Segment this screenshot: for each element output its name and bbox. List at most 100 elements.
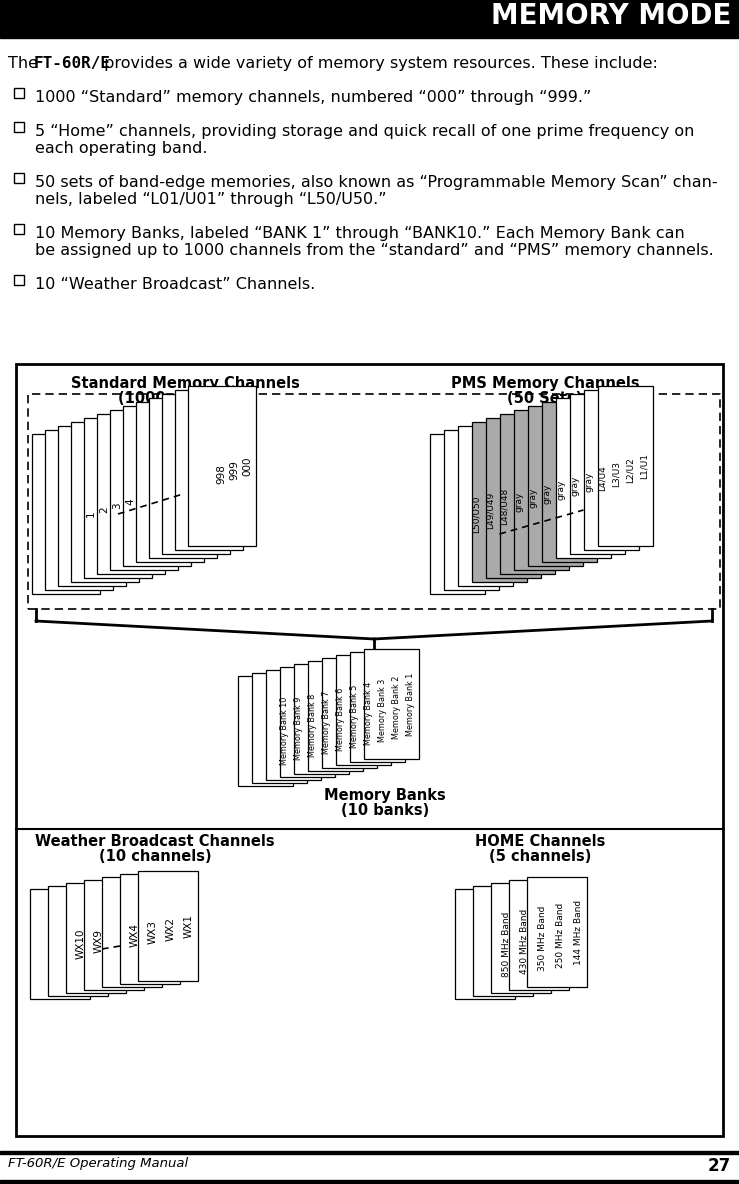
- Bar: [238, 676, 293, 786]
- Text: L3/U3: L3/U3: [612, 461, 621, 487]
- Bar: [280, 667, 335, 777]
- Text: gray: gray: [514, 491, 523, 513]
- Text: gray: gray: [542, 484, 551, 504]
- Text: WX2: WX2: [166, 916, 176, 941]
- Text: 999: 999: [229, 461, 239, 480]
- Bar: [14, 275, 24, 285]
- Text: Memory Bank 9: Memory Bank 9: [294, 696, 303, 760]
- Bar: [102, 877, 162, 987]
- Bar: [16, 363, 723, 1135]
- Bar: [472, 422, 527, 583]
- Text: provides a wide variety of memory system resources. These include:: provides a wide variety of memory system…: [99, 56, 658, 71]
- Text: Memory Bank 6: Memory Bank 6: [336, 688, 345, 751]
- Bar: [0, 1180, 739, 1184]
- Text: 144 MHz Band: 144 MHz Band: [574, 900, 583, 965]
- Bar: [322, 658, 377, 768]
- Text: WX1: WX1: [184, 914, 194, 938]
- Bar: [266, 670, 321, 780]
- Text: L49/U49: L49/U49: [486, 491, 495, 528]
- Text: 50 sets of band-edge memories, also known as “Programmable Memory Scan” chan-: 50 sets of band-edge memories, also know…: [35, 175, 718, 189]
- Bar: [32, 435, 100, 594]
- Bar: [162, 394, 230, 554]
- Bar: [514, 410, 569, 570]
- Bar: [556, 398, 611, 558]
- Bar: [584, 390, 639, 551]
- Text: gray: gray: [528, 488, 537, 508]
- Text: be assigned up to 1000 channels from the “standard” and “PMS” memory channels.: be assigned up to 1000 channels from the…: [35, 243, 714, 258]
- Text: Memory Bank 10: Memory Bank 10: [280, 697, 289, 765]
- Text: 4: 4: [125, 498, 135, 506]
- Text: Memory Bank 7: Memory Bank 7: [322, 690, 331, 754]
- Text: gray: gray: [556, 480, 565, 500]
- Text: 2: 2: [99, 507, 109, 514]
- Text: 10 Memory Banks, labeled “BANK 1” through “BANK10.” Each Memory Bank can: 10 Memory Banks, labeled “BANK 1” throug…: [35, 226, 685, 242]
- Text: L1/U1: L1/U1: [640, 453, 649, 480]
- Text: HOME Channels: HOME Channels: [475, 834, 605, 849]
- Text: L2/U2: L2/U2: [626, 457, 635, 483]
- Bar: [97, 414, 165, 574]
- Bar: [84, 880, 144, 990]
- Bar: [364, 649, 419, 759]
- Bar: [123, 406, 191, 566]
- Bar: [45, 430, 113, 590]
- Text: (10 banks): (10 banks): [341, 803, 429, 818]
- Text: FT-60R/E: FT-60R/E: [34, 56, 111, 71]
- Bar: [491, 883, 551, 993]
- Bar: [30, 889, 90, 999]
- Bar: [500, 414, 555, 574]
- Bar: [444, 430, 499, 590]
- Text: FT-60R/E Operating Manual: FT-60R/E Operating Manual: [8, 1157, 188, 1170]
- Text: Standard Memory Channels: Standard Memory Channels: [70, 377, 299, 391]
- Bar: [308, 661, 363, 771]
- Bar: [509, 880, 569, 990]
- Bar: [14, 122, 24, 131]
- Bar: [188, 386, 256, 546]
- Text: 10 “Weather Broadcast” Channels.: 10 “Weather Broadcast” Channels.: [35, 277, 316, 292]
- Text: gray: gray: [584, 471, 593, 493]
- Bar: [0, 0, 739, 32]
- Bar: [473, 886, 533, 996]
- Bar: [0, 32, 739, 38]
- Bar: [350, 652, 405, 762]
- Text: L50/U50: L50/U50: [472, 495, 481, 533]
- Text: 1000 “Standard” memory channels, numbered “000” through “999.”: 1000 “Standard” memory channels, numbere…: [35, 90, 591, 105]
- Text: (5 channels): (5 channels): [488, 849, 591, 864]
- Bar: [175, 390, 243, 551]
- Text: 350 MHz Band: 350 MHz Band: [538, 906, 547, 971]
- Text: Memory Bank 5: Memory Bank 5: [350, 684, 359, 747]
- Text: 430 MHz Band: 430 MHz Band: [520, 908, 529, 973]
- Bar: [138, 871, 198, 982]
- Bar: [294, 664, 349, 774]
- Text: L48/U48: L48/U48: [500, 488, 509, 525]
- Text: 27: 27: [708, 1157, 731, 1175]
- Bar: [66, 883, 126, 993]
- Text: (1000 channels): (1000 channels): [118, 391, 251, 406]
- Text: Memory Bank 2: Memory Bank 2: [392, 675, 401, 739]
- Text: 250 MHz Band: 250 MHz Band: [556, 902, 565, 967]
- Text: 000: 000: [242, 456, 252, 476]
- Bar: [0, 1151, 739, 1154]
- Bar: [110, 410, 178, 570]
- Bar: [71, 422, 139, 583]
- Bar: [84, 418, 152, 578]
- Text: gray: gray: [570, 476, 579, 496]
- Text: WX10: WX10: [76, 928, 86, 959]
- Text: each operating band.: each operating band.: [35, 141, 208, 156]
- Text: Weather Broadcast Channels: Weather Broadcast Channels: [35, 834, 275, 849]
- Text: 1: 1: [86, 510, 96, 517]
- Bar: [486, 418, 541, 578]
- Text: WX9: WX9: [94, 929, 104, 953]
- Bar: [48, 886, 108, 996]
- Text: Memory Bank 1: Memory Bank 1: [406, 673, 415, 735]
- Text: Memory Bank 8: Memory Bank 8: [308, 694, 317, 757]
- Text: nels, labeled “L01/U01” through “L50/U50.”: nels, labeled “L01/U01” through “L50/U50…: [35, 192, 386, 207]
- Text: L4/U4: L4/U4: [598, 465, 607, 491]
- Bar: [528, 406, 583, 566]
- Text: WX4: WX4: [130, 924, 140, 947]
- Bar: [598, 386, 653, 546]
- Bar: [149, 398, 217, 558]
- Text: Memory Bank 4: Memory Bank 4: [364, 681, 373, 745]
- Text: 998: 998: [216, 464, 226, 484]
- Text: Memory Banks: Memory Banks: [324, 789, 446, 803]
- Text: 850 MHz Band: 850 MHz Band: [502, 912, 511, 977]
